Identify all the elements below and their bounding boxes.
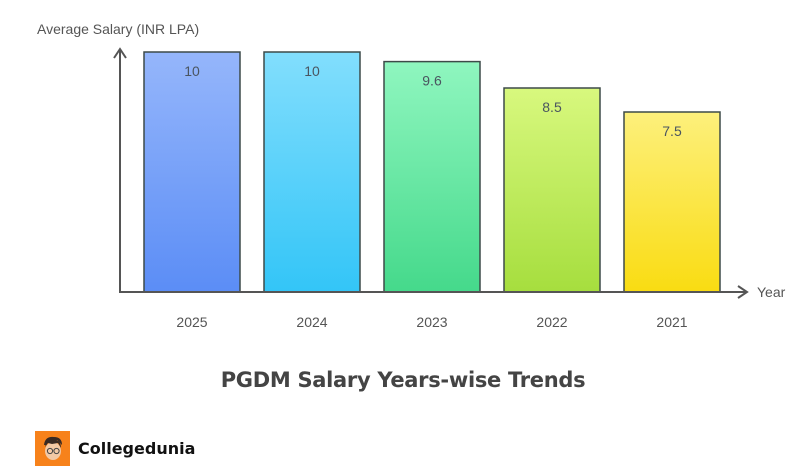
bar-chart: Average Salary (INR LPA) Year 10 2025 10 20… [37, 21, 786, 330]
bar-2021 [623, 111, 721, 293]
y-axis-label: Average Salary (INR LPA) [37, 21, 199, 37]
brand-name: Collegedunia [78, 439, 196, 458]
data-label: 7.5 [662, 123, 682, 139]
data-label: 10 [184, 63, 200, 79]
data-label: 9.6 [422, 73, 442, 89]
bar-2024 [263, 51, 361, 293]
mascot-icon [35, 431, 70, 466]
x-axis-label: Year [757, 284, 786, 300]
x-tick-label: 2022 [536, 314, 567, 330]
data-label: 10 [304, 63, 320, 79]
bar-2022 [503, 87, 601, 293]
x-tick-label: 2023 [416, 314, 447, 330]
y-axis-arrow [113, 47, 127, 59]
bar-2023 [383, 60, 481, 293]
brand-logo: Collegedunia [35, 431, 195, 466]
x-tick-label: 2021 [656, 314, 687, 330]
data-label: 8.5 [542, 99, 562, 115]
x-tick-label: 2025 [176, 314, 207, 330]
x-axis-arrow [737, 285, 749, 299]
bar-2025 [143, 51, 241, 293]
chart-title: PGDM Salary Years-wise Trends [220, 368, 586, 392]
x-tick-label: 2024 [296, 314, 327, 330]
